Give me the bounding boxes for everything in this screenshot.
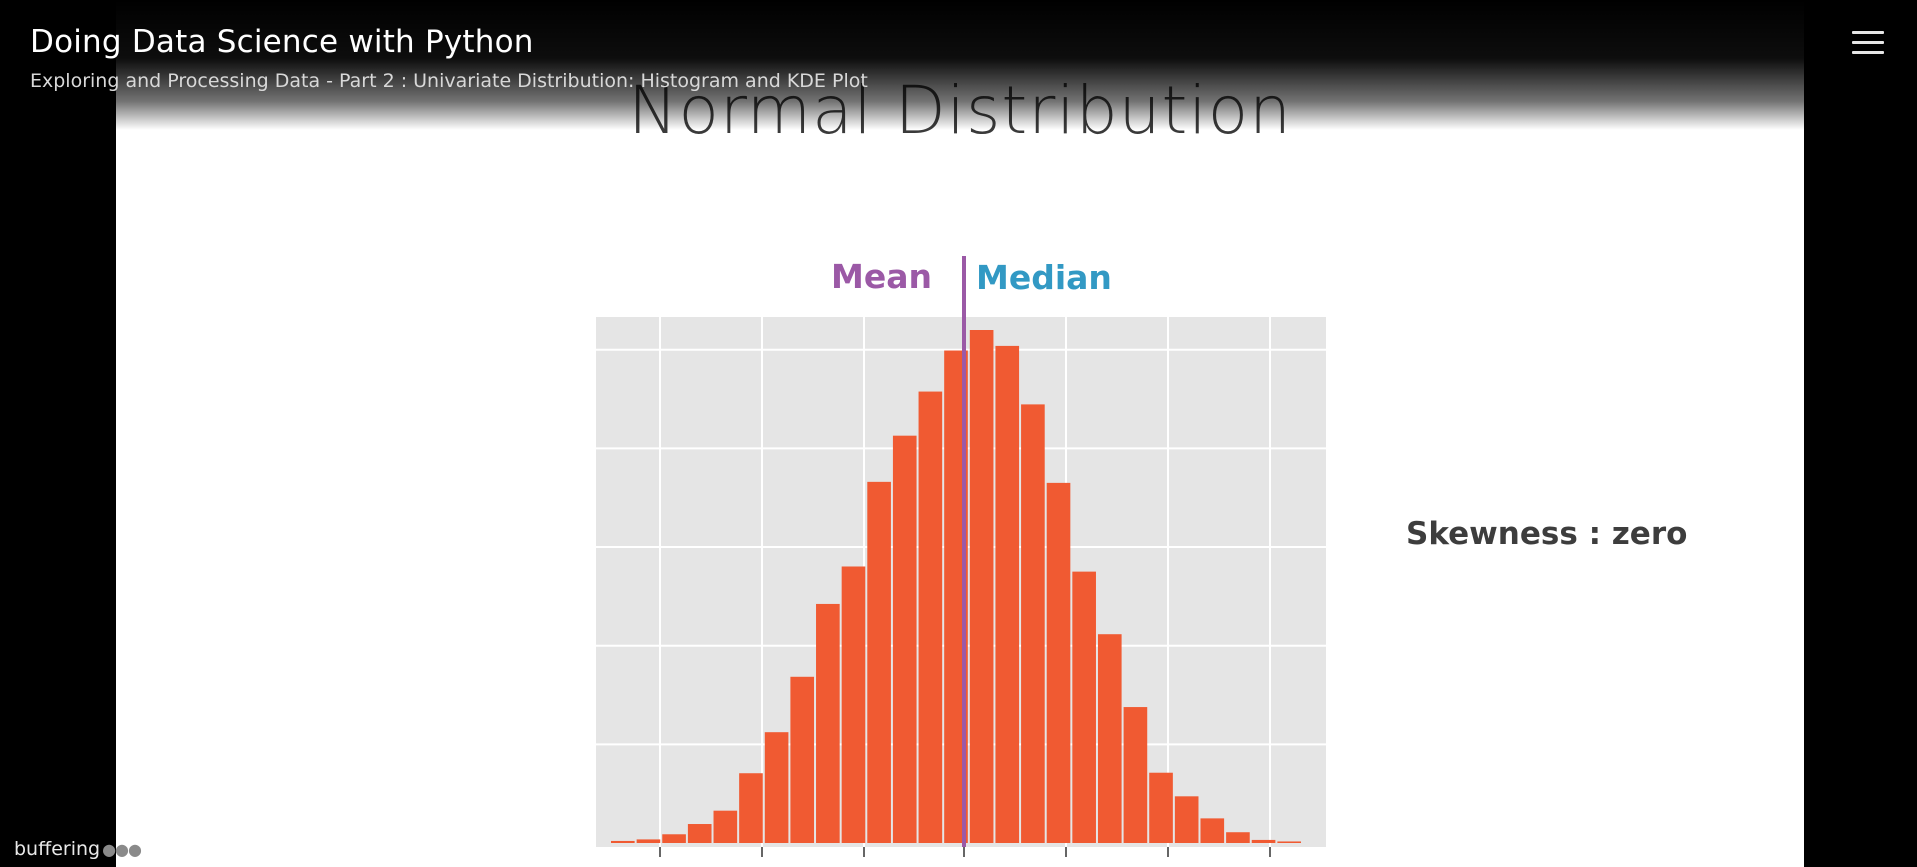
histogram-bar [1226, 832, 1250, 843]
buffering-indicator: buffering ●●● [14, 838, 142, 860]
histogram-bar [841, 566, 866, 843]
slide-canvas: Normal Distribution Mean Median Skewness… [116, 0, 1804, 867]
skewness-label: Skewness : zero [1406, 516, 1687, 552]
menu-line [1852, 41, 1884, 44]
menu-line [1852, 51, 1884, 54]
histogram-bar [816, 603, 840, 843]
histogram-bar [918, 391, 943, 843]
buffering-label: buffering [14, 838, 101, 860]
histogram-bar [1149, 772, 1173, 843]
menu-line [1852, 31, 1884, 34]
module-title: Exploring and Processing Data - Part 2 :… [30, 70, 868, 92]
histogram-bar [867, 481, 891, 843]
histogram-bar [944, 350, 968, 843]
buffering-dots: ●●● [102, 840, 142, 859]
histogram-bar [995, 345, 1020, 843]
histogram-bar [1097, 634, 1122, 843]
median-label: Median [976, 258, 1112, 297]
histogram-bar [892, 435, 917, 843]
histogram-bar [739, 773, 763, 843]
histogram-bar [611, 840, 635, 843]
histogram-bar [1200, 818, 1225, 843]
histogram-bar [764, 732, 789, 843]
histogram-bar [713, 810, 738, 843]
histogram-bar [1174, 796, 1199, 843]
mean-label: Mean [831, 257, 932, 296]
histogram-bar [1123, 707, 1148, 843]
histogram-bar [1251, 839, 1276, 843]
histogram-bar [1046, 482, 1071, 843]
histogram-bar [969, 330, 994, 843]
chart-bars [611, 330, 1301, 843]
course-title: Doing Data Science with Python [30, 24, 534, 60]
chart-ticks [659, 847, 1271, 857]
histogram-bar [790, 676, 815, 843]
histogram-bar [1021, 404, 1045, 843]
histogram-bar [636, 839, 661, 843]
hamburger-menu-icon[interactable] [1848, 26, 1890, 60]
histogram-bar [662, 834, 686, 843]
histogram-chart: Mean Median Skewness : zero [596, 256, 1687, 857]
histogram-bar [1277, 841, 1301, 843]
histogram-bar [1072, 571, 1096, 843]
histogram-bar [687, 824, 712, 843]
